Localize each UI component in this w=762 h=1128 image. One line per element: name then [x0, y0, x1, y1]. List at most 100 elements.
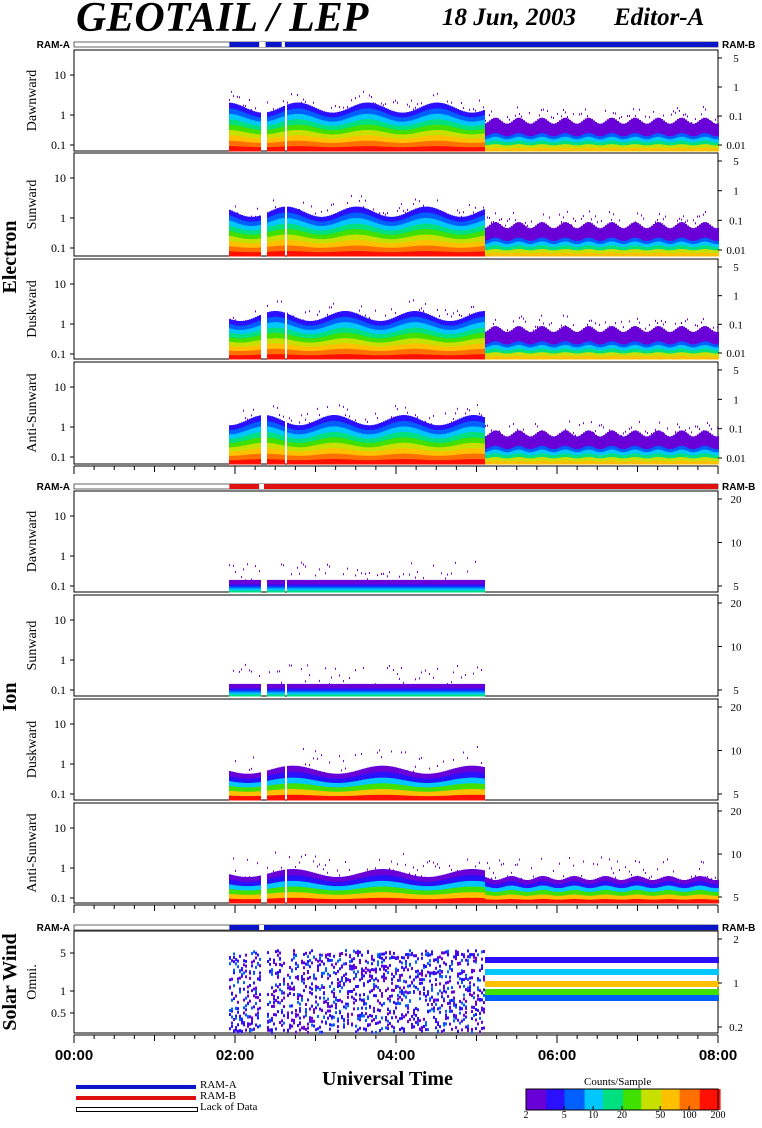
spectrogram-cell — [309, 342, 311, 347]
spectrogram-cell — [647, 228, 649, 232]
spectrogram-cell — [379, 125, 381, 132]
spectrogram-cell — [423, 228, 425, 235]
spectrogram-cell — [579, 233, 581, 238]
spectrogram-cell — [531, 144, 533, 149]
spectrogram-cell — [499, 238, 501, 243]
spectrogram-cell — [373, 135, 375, 141]
spectrogram-cell — [639, 252, 641, 257]
spectrogram-cell — [711, 147, 713, 152]
spectrogram-cell — [501, 225, 503, 230]
spectrogram-cell — [523, 123, 525, 128]
spectrogram-cell — [669, 234, 671, 238]
spectrogram-cell — [385, 117, 387, 123]
spectrogram-cell — [437, 107, 439, 114]
spectrogram-cell — [277, 311, 279, 317]
spectrogram-cell — [705, 237, 707, 242]
spectrogram-cell — [275, 245, 277, 252]
spectrogram-cell — [505, 231, 507, 235]
spectrogram-cell — [565, 248, 567, 253]
spectrogram-cell — [475, 222, 477, 228]
spectrogram-cell — [481, 133, 483, 139]
spectrogram-cell — [275, 127, 277, 133]
spectrogram-cell — [673, 229, 675, 234]
spectrogram-cell — [557, 141, 559, 145]
spectrogram-cell — [279, 126, 281, 133]
spectrogram-cell — [561, 136, 563, 141]
spectrogram-cell — [249, 323, 251, 329]
spectrogram-cell — [421, 102, 422, 105]
spectrogram-cell — [267, 146, 269, 152]
spectrogram-cell — [593, 238, 595, 243]
spectrogram-cell — [251, 110, 253, 116]
spectrogram-cell — [373, 236, 375, 242]
spectrogram-cell — [473, 133, 475, 139]
spectrogram-cell — [331, 203, 332, 206]
spectrogram-cell — [603, 252, 605, 257]
spectrogram-cell — [297, 331, 299, 337]
spectrogram-cell — [665, 128, 667, 133]
spectrogram-cell — [319, 319, 321, 325]
spectrogram-cell — [707, 136, 709, 141]
spectrogram-cell — [689, 147, 691, 152]
spectrogram-cell — [259, 315, 261, 321]
spectrogram-cell — [389, 109, 391, 115]
spectrogram-cell — [609, 226, 611, 231]
spectrogram-cell — [375, 102, 376, 105]
spectrogram-cell — [299, 113, 301, 120]
spectrogram-cell — [699, 224, 701, 229]
spectrogram-cell — [449, 251, 451, 257]
spectrogram-cell — [283, 217, 285, 224]
spectrogram-cell — [503, 249, 505, 254]
spectrogram-cell — [635, 244, 637, 249]
spectrogram-cell — [679, 248, 681, 253]
spectrogram-cell — [289, 130, 291, 136]
spectrogram-cell — [619, 122, 621, 127]
spectrogram-cell — [621, 132, 623, 137]
spectrogram-cell — [233, 324, 235, 330]
spectrogram-cell — [647, 135, 649, 140]
spectrogram-cell — [621, 240, 623, 244]
spectrogram-cell — [365, 224, 367, 230]
spectrogram-cell — [357, 140, 359, 147]
spectrogram-cell — [541, 117, 543, 122]
spectrogram-cell — [469, 133, 471, 139]
spectrogram-cell — [485, 132, 487, 137]
spectrogram-cell — [555, 252, 557, 257]
spectrogram-cell — [489, 235, 491, 240]
spectrogram-cell — [277, 132, 279, 138]
spectrogram-cell — [299, 124, 301, 130]
spectrogram-cell — [429, 135, 431, 141]
spectrogram-cell — [369, 129, 371, 136]
spectrogram-cell — [451, 111, 453, 117]
spectrogram-cell — [413, 240, 415, 247]
spectrogram-cell — [537, 140, 539, 145]
spectrogram-cell — [267, 322, 269, 329]
spectrogram-cell — [711, 249, 713, 254]
spectrogram-cell — [361, 140, 363, 147]
spectrogram-cell — [369, 230, 371, 236]
spectrogram-cell — [317, 108, 319, 114]
spectrogram-cell — [465, 111, 467, 117]
spectrogram-cell — [563, 143, 565, 148]
spectrogram-cell — [653, 234, 655, 239]
spectrogram-cell — [601, 141, 603, 146]
spectrogram-cell — [277, 250, 279, 257]
spectrogram-cell — [625, 227, 627, 232]
spectrogram-cell — [651, 235, 653, 240]
spectrogram-cell — [413, 214, 415, 221]
spectrogram-cell — [327, 142, 329, 148]
spectrogram-cell — [403, 116, 405, 122]
spectrogram-cell — [331, 116, 333, 122]
spectrogram-cell — [355, 130, 357, 137]
spectrogram-cell — [669, 228, 671, 232]
spectrogram-cell — [599, 123, 601, 128]
spectrogram-cell — [269, 211, 271, 217]
spectrogram-cell — [327, 238, 329, 244]
spectrogram-cell — [363, 250, 365, 257]
spectrogram-cell — [301, 215, 303, 222]
spectrogram-cell — [421, 136, 423, 142]
spectrogram-cell — [519, 139, 521, 145]
left-tick-label: 0.1 — [51, 138, 66, 152]
spectrogram-cell — [359, 103, 361, 110]
spectrogram-cell — [501, 137, 503, 142]
